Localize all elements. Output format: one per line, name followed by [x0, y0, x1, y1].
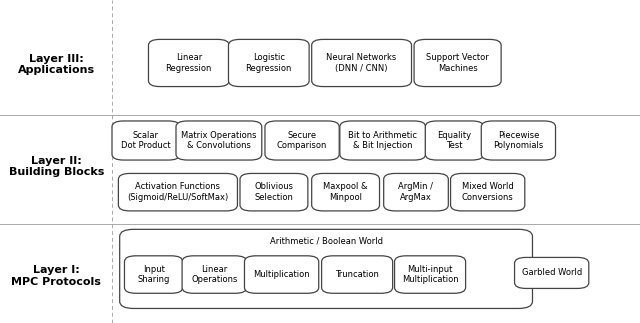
- Text: Layer II:
Building Blocks: Layer II: Building Blocks: [8, 156, 104, 177]
- Text: Layer III:
Applications: Layer III: Applications: [18, 54, 95, 75]
- Text: Multiplication: Multiplication: [253, 270, 310, 279]
- FancyBboxPatch shape: [120, 229, 532, 308]
- FancyBboxPatch shape: [451, 173, 525, 211]
- FancyBboxPatch shape: [124, 256, 183, 293]
- FancyBboxPatch shape: [176, 121, 262, 160]
- Text: Oblivious
Selection: Oblivious Selection: [255, 182, 293, 202]
- FancyBboxPatch shape: [112, 121, 180, 160]
- Text: Scalar
Dot Product: Scalar Dot Product: [121, 131, 171, 150]
- Text: Logistic
Regression: Logistic Regression: [246, 53, 292, 73]
- FancyBboxPatch shape: [240, 173, 308, 211]
- Text: Linear
Regression: Linear Regression: [166, 53, 212, 73]
- FancyBboxPatch shape: [228, 39, 309, 87]
- FancyBboxPatch shape: [312, 173, 380, 211]
- FancyBboxPatch shape: [340, 121, 426, 160]
- Text: Support Vector
Machines: Support Vector Machines: [426, 53, 489, 73]
- FancyBboxPatch shape: [384, 173, 448, 211]
- Text: Mixed World
Conversions: Mixed World Conversions: [462, 182, 513, 202]
- FancyBboxPatch shape: [414, 39, 501, 87]
- Text: Layer I:
MPC Protocols: Layer I: MPC Protocols: [12, 266, 101, 287]
- FancyBboxPatch shape: [244, 256, 319, 293]
- FancyBboxPatch shape: [312, 39, 412, 87]
- Text: ArgMin /
ArgMax: ArgMin / ArgMax: [399, 182, 433, 202]
- Text: Piecewise
Polynomials: Piecewise Polynomials: [493, 131, 543, 150]
- FancyBboxPatch shape: [322, 256, 393, 293]
- FancyBboxPatch shape: [148, 39, 229, 87]
- Text: Garbled World: Garbled World: [522, 268, 582, 277]
- FancyBboxPatch shape: [481, 121, 556, 160]
- FancyBboxPatch shape: [515, 257, 589, 288]
- Text: Truncation: Truncation: [335, 270, 379, 279]
- Text: Arithmetic / Boolean World: Arithmetic / Boolean World: [269, 236, 383, 245]
- Text: Linear
Operations: Linear Operations: [191, 265, 237, 284]
- FancyBboxPatch shape: [395, 256, 466, 293]
- Text: Equality
Test: Equality Test: [437, 131, 472, 150]
- Text: Input
Sharing: Input Sharing: [138, 265, 170, 284]
- FancyBboxPatch shape: [182, 256, 247, 293]
- Text: Secure
Comparison: Secure Comparison: [277, 131, 327, 150]
- Text: Neural Networks
(DNN / CNN): Neural Networks (DNN / CNN): [326, 53, 397, 73]
- Text: Activation Functions
(Sigmoid/ReLU/SoftMax): Activation Functions (Sigmoid/ReLU/SoftM…: [127, 182, 228, 202]
- FancyBboxPatch shape: [425, 121, 484, 160]
- Text: Matrix Operations
& Convolutions: Matrix Operations & Convolutions: [181, 131, 257, 150]
- Text: Multi-input
Multiplication: Multi-input Multiplication: [402, 265, 458, 284]
- Text: Maxpool &
Minpool: Maxpool & Minpool: [323, 182, 368, 202]
- FancyBboxPatch shape: [118, 173, 237, 211]
- Text: Bit to Arithmetic
& Bit Injection: Bit to Arithmetic & Bit Injection: [348, 131, 417, 150]
- FancyBboxPatch shape: [265, 121, 339, 160]
